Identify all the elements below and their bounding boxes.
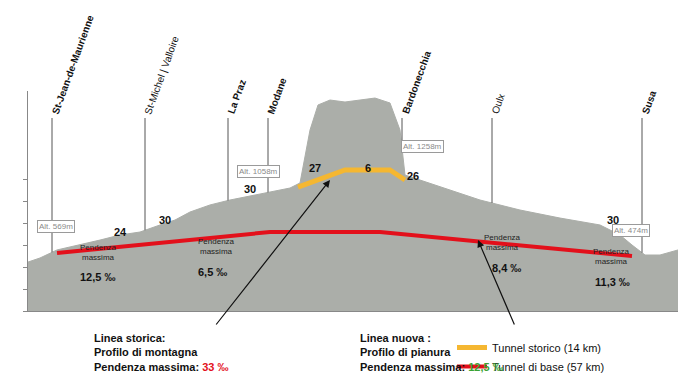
svg-text:6,5 ‰: 6,5 ‰ — [198, 266, 227, 278]
svg-text:26: 26 — [407, 170, 419, 182]
svg-text:Alt. 1058m: Alt. 1058m — [239, 167, 278, 176]
svg-text:30: 30 — [244, 183, 256, 195]
svg-text:30: 30 — [607, 214, 619, 226]
svg-text:11,3 ‰: 11,3 ‰ — [595, 276, 630, 288]
svg-text:Linea nuova :Profilo di pianur: Linea nuova :Profilo di pianuraPendenza … — [360, 332, 504, 373]
svg-text:Alt. 569m: Alt. 569m — [39, 222, 73, 231]
svg-text:24: 24 — [114, 226, 127, 238]
svg-text:Modane: Modane — [265, 76, 288, 116]
svg-text:Linea storica:Profilo di monta: Linea storica:Profilo di montagnaPendenz… — [94, 332, 229, 373]
svg-text:27: 27 — [309, 162, 321, 174]
svg-text:Oulx: Oulx — [489, 92, 506, 115]
svg-text:La Praz: La Praz — [225, 78, 248, 115]
svg-text:Pendenzamassima: Pendenzamassima — [80, 243, 117, 262]
svg-text:Susa: Susa — [640, 89, 659, 116]
svg-text:6: 6 — [365, 162, 371, 174]
svg-text:Tunnel storico (14 km): Tunnel storico (14 km) — [492, 342, 601, 354]
svg-text:30: 30 — [159, 214, 171, 226]
svg-text:8,4 ‰: 8,4 ‰ — [492, 262, 521, 274]
svg-text:Pendenzamassima: Pendenzamassima — [198, 237, 235, 256]
svg-text:Pendenzamassima: Pendenzamassima — [593, 247, 630, 266]
svg-text:Pendenzamassima: Pendenzamassima — [484, 233, 521, 252]
svg-text:12,5 ‰: 12,5 ‰ — [80, 271, 115, 283]
svg-text:St-Michel | Valloire: St-Michel | Valloire — [142, 34, 181, 116]
svg-text:Alt. 1258m: Alt. 1258m — [403, 142, 442, 151]
svg-text:St-Jean-de-Maurienne: St-Jean-de-Maurienne — [50, 13, 96, 115]
svg-text:Tunnel di base (57 km): Tunnel di base (57 km) — [492, 361, 604, 373]
svg-text:Bardonecchia: Bardonecchia — [400, 49, 433, 115]
svg-text:Alt. 474m: Alt. 474m — [614, 226, 648, 235]
